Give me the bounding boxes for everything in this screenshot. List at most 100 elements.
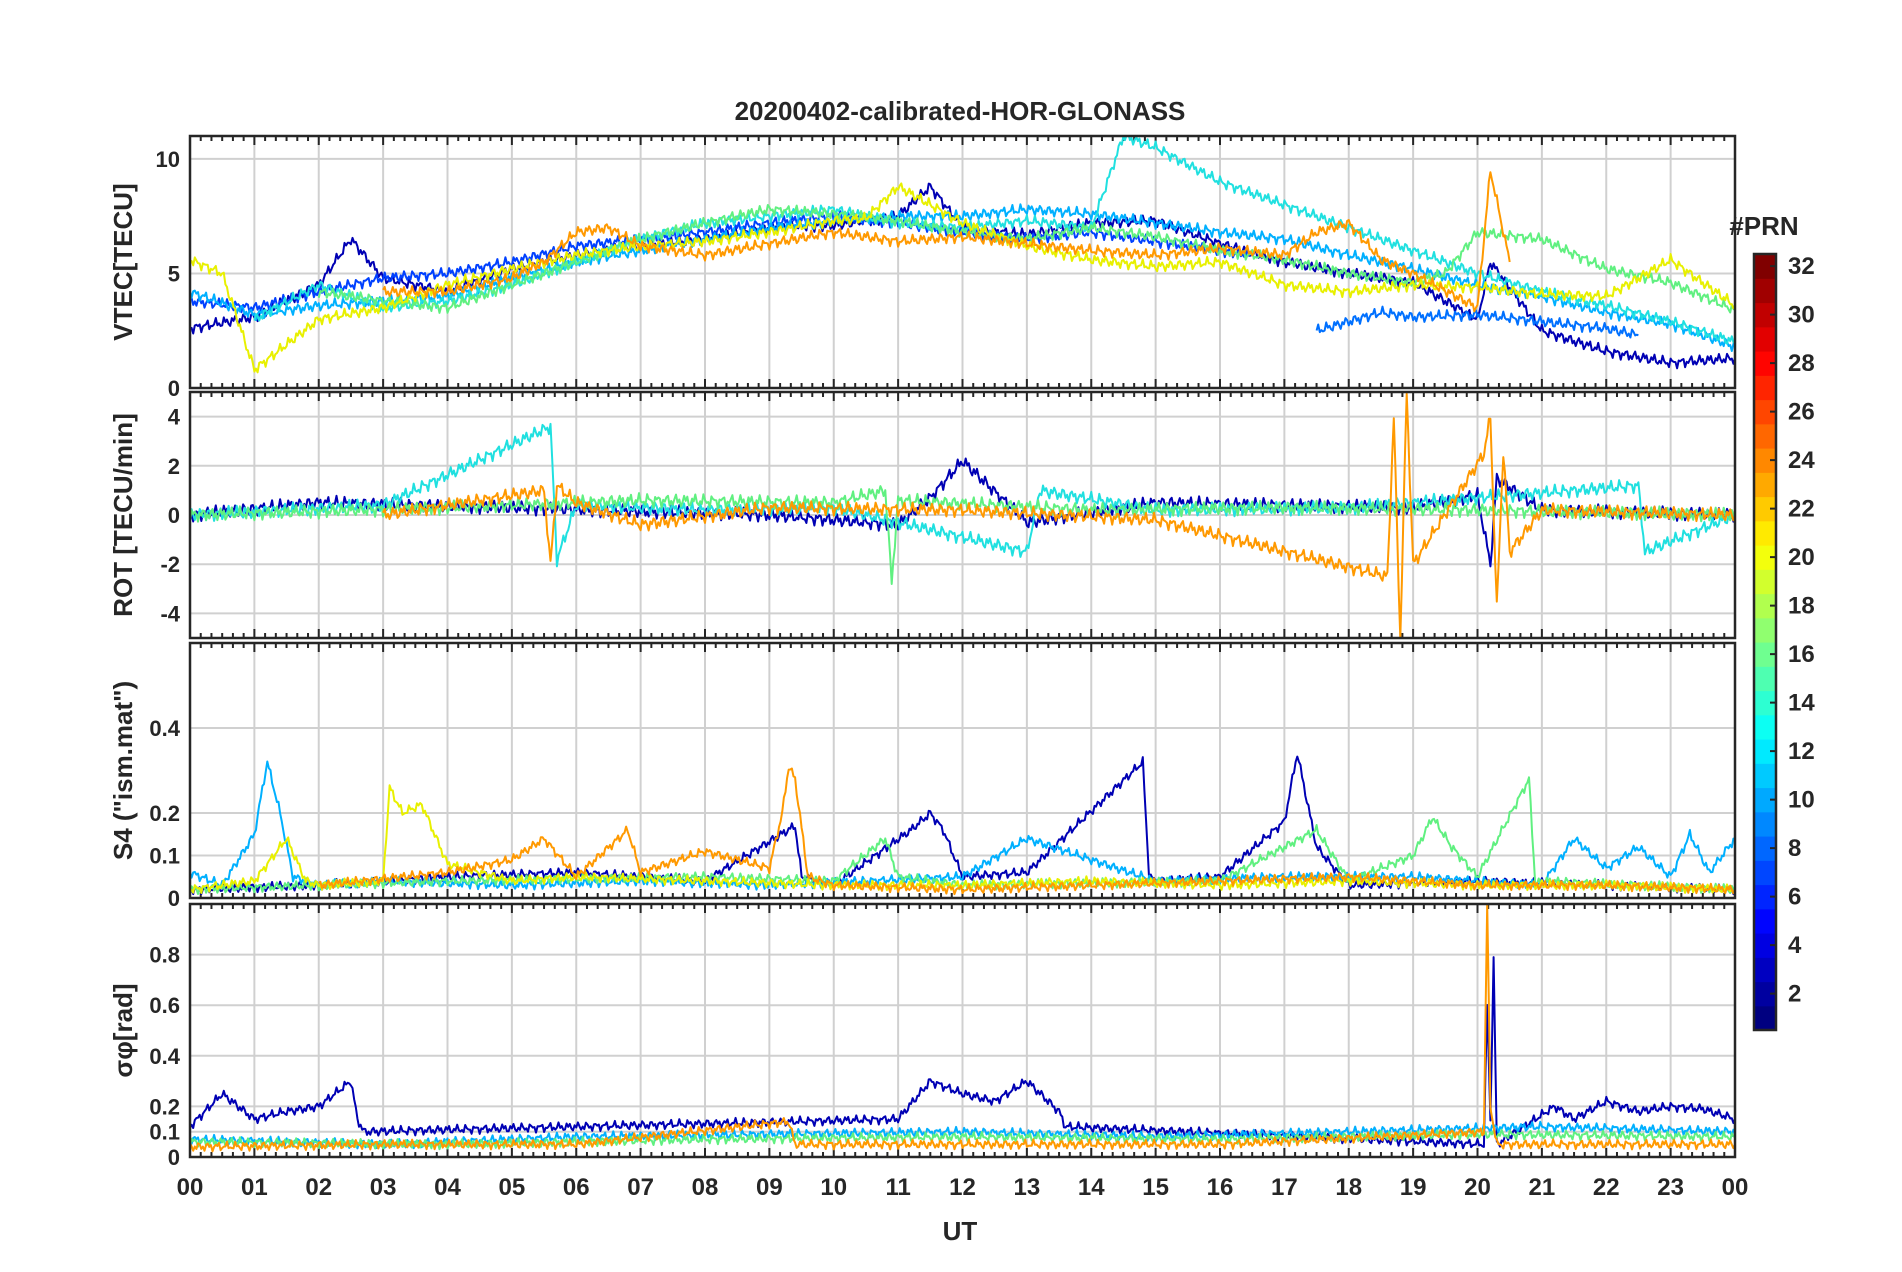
colorbar-label: #PRN <box>1729 211 1798 241</box>
x-axis-label: UT <box>943 1216 978 1246</box>
x-tick-label: 11 <box>885 1174 910 1201</box>
colorbar-segment <box>1754 860 1776 886</box>
colorbar-tick-label: 24 <box>1788 447 1815 474</box>
x-tick-label: 15 <box>1142 1174 1169 1201</box>
series-prn-16 <box>317 204 1735 314</box>
series-prn-22 <box>190 904 1735 1153</box>
colorbar-segment <box>1754 642 1776 667</box>
series-prn-13 <box>190 422 1735 568</box>
y-tick-label: 0 <box>168 376 180 401</box>
y-tick-label: 0.2 <box>149 801 180 826</box>
colorbar-segment <box>1754 254 1776 279</box>
colorbar-segment <box>1754 739 1776 764</box>
y-tick-label: 4 <box>168 405 181 430</box>
x-tick-label: 03 <box>370 1174 397 1201</box>
series-prn-5 <box>190 210 1253 314</box>
colorbar-segment <box>1754 399 1776 425</box>
x-tick-label: 20 <box>1464 1174 1491 1201</box>
chart-title: 20200402-calibrated-HOR-GLONASS <box>735 96 1186 126</box>
colorbar-tick-label: 18 <box>1788 593 1815 620</box>
y-tick-label: 0.4 <box>149 1044 180 1069</box>
x-tick-label: 19 <box>1400 1174 1427 1201</box>
series-group <box>190 904 1735 1153</box>
colorbar-segment <box>1754 666 1776 692</box>
panel-frame <box>188 134 1737 390</box>
y-axis-label: VTEC[TECU] <box>108 183 138 340</box>
series-prn-22 <box>318 767 1735 896</box>
colorbar-segment <box>1754 787 1776 813</box>
y-axis-label: S4 ("ism.mat") <box>108 681 138 860</box>
panel-frame <box>188 390 1737 640</box>
x-tick-label: 01 <box>241 1174 268 1201</box>
colorbar-tick-label: 4 <box>1788 932 1802 959</box>
colorbar-tick-label: 22 <box>1788 496 1815 523</box>
panel-vtec: 0 5 10 VTEC[TECU] <box>108 134 1737 401</box>
series-prn-19 <box>190 784 1735 894</box>
colorbar-segment <box>1754 423 1776 449</box>
colorbar-segment <box>1754 811 1776 837</box>
colorbar-tick-label: 32 <box>1788 253 1815 280</box>
x-tick-label: 21 <box>1529 1174 1556 1201</box>
colorbar-tick-label: 12 <box>1788 738 1815 765</box>
colorbar-segment <box>1754 690 1776 716</box>
x-tick-label: 06 <box>563 1174 590 1201</box>
colorbar-segment <box>1754 545 1776 570</box>
panel-s4: 0 0.1 0.2 0.4 S4 ("ism.mat") <box>108 641 1737 911</box>
colorbar-frame <box>1752 252 1778 1032</box>
y-tick-label: 10 <box>156 147 180 172</box>
x-tick-label: 09 <box>756 1174 783 1201</box>
x-axis: 00 01 02 03 04 05 06 07 08 09 10 11 12 13 14 15 16 17 18 19… <box>177 1174 1749 1201</box>
x-tick-label: 02 <box>305 1174 332 1201</box>
x-tick-label: 23 <box>1657 1174 1684 1201</box>
x-tick-label: 22 <box>1593 1174 1620 1201</box>
x-tick-label: 05 <box>499 1174 526 1201</box>
x-tick-label: 13 <box>1014 1174 1041 1201</box>
x-tick-label: 00 <box>1722 1174 1749 1201</box>
colorbar-segment <box>1754 326 1776 352</box>
series-group <box>190 392 1735 638</box>
y-tick-label: 0 <box>168 886 180 911</box>
x-tick-label: 04 <box>434 1174 461 1201</box>
x-tick-label: 00 <box>177 1174 204 1201</box>
colorbar-tick-label: 10 <box>1788 787 1815 814</box>
panel-frame <box>188 641 1737 900</box>
x-tick-label: 12 <box>949 1174 976 1201</box>
panel-rot: -4 -2 0 2 4 ROT [TECU/min] <box>108 390 1737 640</box>
colorbar-segment <box>1754 884 1776 910</box>
y-tick-label: 0 <box>168 1145 180 1170</box>
y-axis-label: ROT [TECU/min] <box>108 413 138 617</box>
x-tick-label: 16 <box>1207 1174 1234 1201</box>
x-tick-label: 17 <box>1271 1174 1298 1201</box>
colorbar-segment <box>1754 617 1776 643</box>
colorbar-segment <box>1754 375 1776 401</box>
colorbar-segment <box>1754 496 1776 522</box>
x-tick-label: 18 <box>1335 1174 1362 1201</box>
series-prn-19 <box>190 182 1735 374</box>
colorbar-segment <box>1754 1005 1776 1031</box>
y-tick-label: 0.2 <box>149 1094 180 1119</box>
y-tick-label: 5 <box>168 261 180 286</box>
colorbar-segment <box>1754 472 1776 498</box>
colorbar-segment <box>1754 351 1776 376</box>
series-group <box>190 755 1735 896</box>
y-tick-label: 0.6 <box>149 993 180 1018</box>
series-prn-7 <box>1315 305 1639 339</box>
panel-frame <box>188 902 1737 1159</box>
colorbar-tick-label: 2 <box>1788 981 1801 1008</box>
colorbar-segment <box>1754 908 1776 934</box>
colorbar-segment <box>1754 836 1776 861</box>
y-tick-label: 0.4 <box>149 716 180 741</box>
y-tick-label: 0 <box>168 503 180 528</box>
colorbar-segment <box>1754 763 1776 789</box>
colorbar-segment <box>1754 957 1776 983</box>
colorbar-segment <box>1754 278 1776 304</box>
colorbar-tick-label: 20 <box>1788 544 1815 571</box>
colorbar-segment <box>1754 569 1776 595</box>
x-tick-label: 10 <box>820 1174 847 1201</box>
colorbar-segment <box>1754 593 1776 619</box>
colorbar-tick-label: 8 <box>1788 835 1801 862</box>
colorbar-segment <box>1754 520 1776 546</box>
y-tick-label: 0.8 <box>149 943 180 968</box>
y-tick-label: 0.1 <box>149 1120 180 1145</box>
y-tick-label: -4 <box>160 601 180 626</box>
